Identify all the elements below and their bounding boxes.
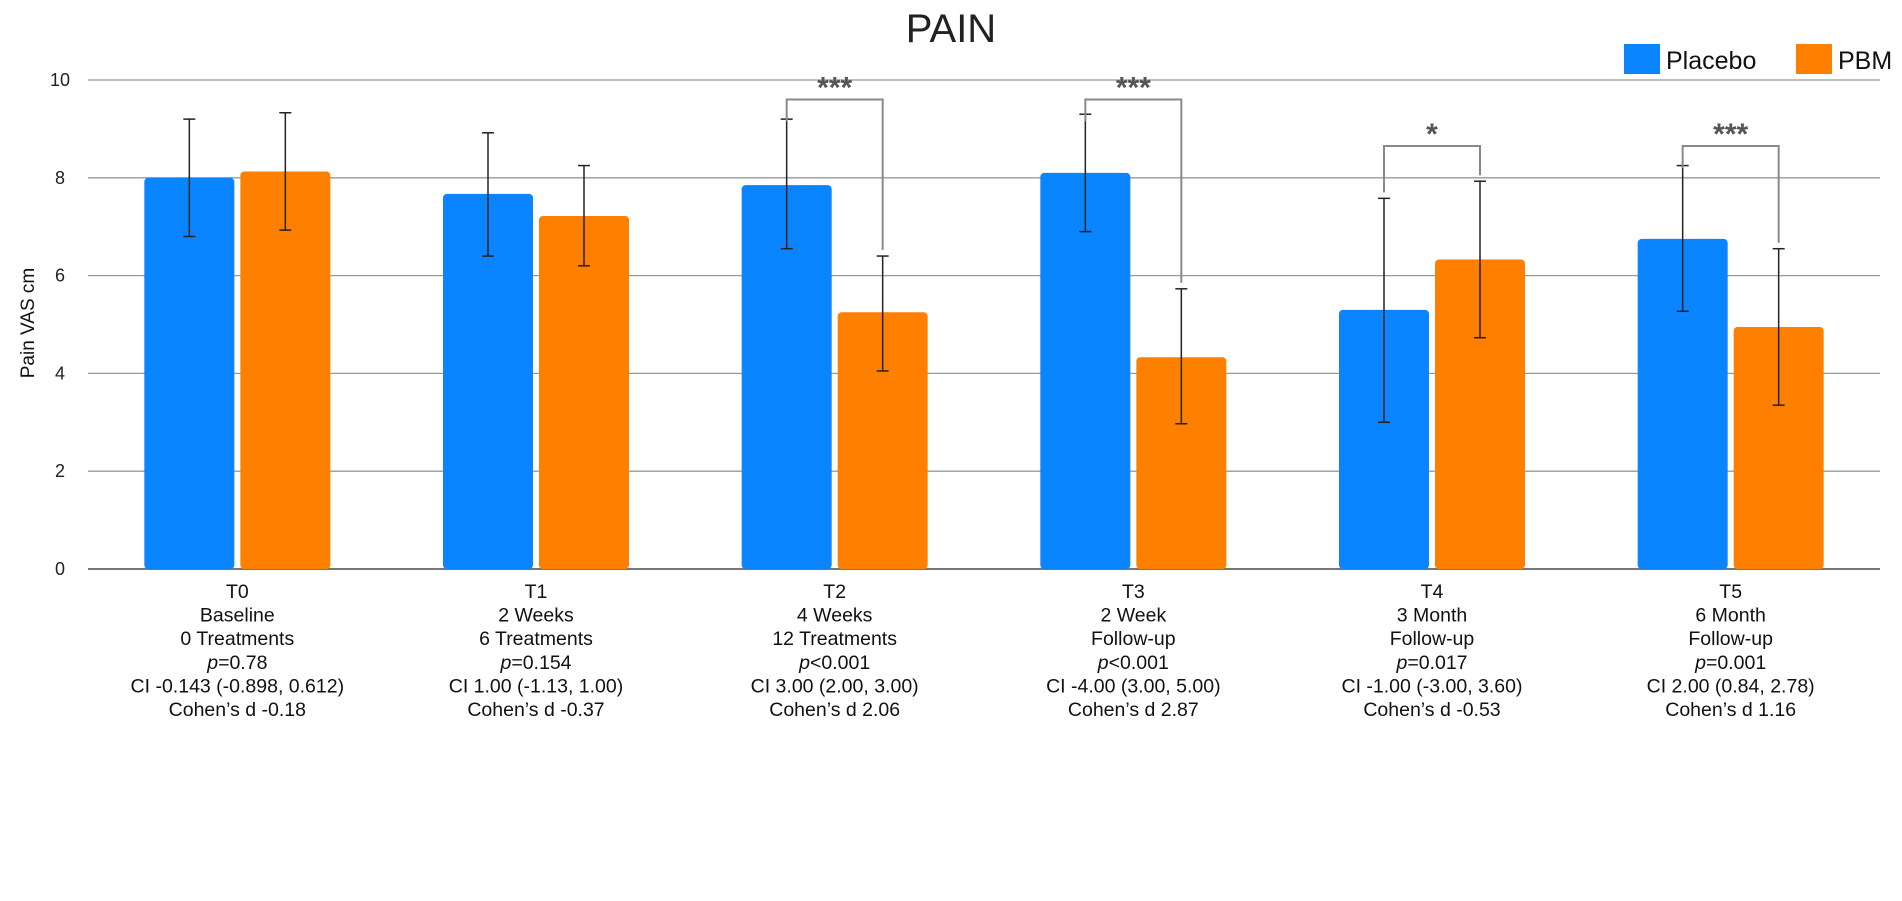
y-tick-label: 2: [55, 461, 65, 481]
bar-placebo-t2: [741, 185, 832, 569]
x-tick-sublabel: 6 Month: [1695, 605, 1765, 627]
cohens-d-label: Cohen’s d 2.87: [1068, 699, 1199, 721]
p-value: =0.001: [1706, 652, 1766, 674]
bars: [144, 171, 1824, 570]
ci-label: CI -0.143 (-0.898, 0.612): [131, 675, 345, 697]
y-axis-label: Pain VAS cm: [18, 268, 39, 379]
ci-label: CI -1.00 (-3.00, 3.60): [1341, 675, 1522, 697]
p-symbol: p: [1694, 652, 1706, 674]
legend-swatch-pbm: [1796, 44, 1832, 74]
significance-bracket: [785, 98, 884, 251]
p-symbol: p: [1097, 652, 1109, 674]
bar-pbm-t2: [837, 312, 928, 569]
x-tick-sublabel: 4 Weeks: [797, 605, 873, 627]
p-value: =0.017: [1407, 652, 1467, 674]
bar-pbm-t1: [539, 215, 629, 569]
x-tick-sublabel: 6 Treatments: [479, 628, 593, 650]
gridlines: [88, 79, 1880, 570]
bar-placebo-t3: [1040, 172, 1131, 569]
cohens-d-label: Cohen’s d -0.53: [1363, 699, 1500, 721]
x-tick-sublabel: 2 Week: [1100, 605, 1166, 627]
x-tick-sublabel: 0 Treatments: [180, 628, 294, 650]
p-value-label: p=0.017: [1395, 652, 1467, 674]
p-value: =0.154: [511, 652, 571, 674]
y-tick-label: 8: [55, 168, 65, 188]
significance-label: ***: [1116, 72, 1151, 105]
legend-label-pbm: PBM: [1838, 47, 1892, 75]
p-value-label: p<0.001: [1097, 652, 1169, 674]
significance-label: ***: [817, 72, 852, 105]
y-tick-label: 10: [50, 70, 70, 90]
x-tick-sublabel: Baseline: [200, 605, 275, 627]
cohens-d-label: Cohen’s d 1.16: [1665, 699, 1796, 721]
significance-bracket: [1383, 145, 1481, 193]
x-tick-label: T1: [525, 581, 548, 603]
x-tick-label: T3: [1122, 581, 1145, 603]
x-tick-sublabel: Follow-up: [1091, 628, 1176, 650]
p-value-label: p<0.001: [798, 652, 870, 674]
bar-pbm-t3: [1136, 357, 1227, 569]
bar-placebo-t0: [144, 177, 235, 570]
error-bars: [183, 112, 1785, 425]
significance-bracket: [1681, 145, 1780, 243]
p-value: <0.001: [810, 652, 870, 674]
p-value-label: p=0.154: [499, 652, 571, 674]
y-tick-label: 4: [55, 363, 65, 383]
x-tick-sublabel: Follow-up: [1688, 628, 1773, 650]
x-tick-sublabel: 2 Weeks: [498, 605, 574, 627]
bar-placebo-t1: [443, 193, 533, 569]
y-axis-ticks: 0 2 4 6 8 10: [50, 70, 70, 579]
x-tick-label: T0: [226, 581, 249, 603]
significance-brackets: *** **** ***: [785, 72, 1780, 283]
significance-label: *: [1426, 118, 1438, 151]
x-tick-sublabel: 12 Treatments: [772, 628, 897, 650]
y-tick-label: 0: [55, 559, 65, 579]
p-value: <0.001: [1109, 652, 1169, 674]
bar-pbm-t0: [240, 171, 331, 569]
bar-placebo-t5: [1637, 238, 1728, 570]
ci-label: CI 2.00 (0.84, 2.78): [1647, 675, 1815, 697]
p-value-label: p=0.001: [1694, 652, 1766, 674]
cohens-d-label: Cohen’s d -0.18: [169, 699, 306, 721]
legend: Placebo PBM: [1624, 44, 1892, 75]
chart-title: PAIN: [906, 7, 996, 51]
bar-pbm-t5: [1733, 326, 1824, 569]
significance-bracket: [1084, 98, 1183, 283]
p-symbol: p: [1395, 652, 1407, 674]
x-tick-label: T4: [1421, 581, 1444, 603]
ci-label: CI 3.00 (2.00, 3.00): [751, 675, 919, 697]
ci-label: CI -4.00 (3.00, 5.00): [1046, 675, 1221, 697]
bar-placebo-t4: [1339, 309, 1429, 569]
x-tick-label: T2: [823, 581, 846, 603]
p-symbol: p: [499, 652, 511, 674]
significance-label: ***: [1713, 118, 1748, 151]
legend-swatch-placebo: [1624, 44, 1660, 74]
ci-label: CI 1.00 (-1.13, 1.00): [449, 675, 624, 697]
bar-pbm-t4: [1435, 259, 1525, 569]
y-tick-label: 6: [55, 266, 65, 286]
cohens-d-label: Cohen’s d -0.37: [467, 699, 604, 721]
x-tick-label: T5: [1719, 581, 1742, 603]
x-tick-sublabel: Follow-up: [1390, 628, 1475, 650]
p-symbol: p: [798, 652, 810, 674]
x-tick-sublabel: 3 Month: [1397, 605, 1467, 627]
legend-label-placebo: Placebo: [1666, 47, 1756, 75]
p-value: =0.78: [218, 652, 267, 674]
p-symbol: p: [206, 652, 218, 674]
p-value-label: p=0.78: [206, 652, 267, 674]
cohens-d-label: Cohen’s d 2.06: [769, 699, 900, 721]
